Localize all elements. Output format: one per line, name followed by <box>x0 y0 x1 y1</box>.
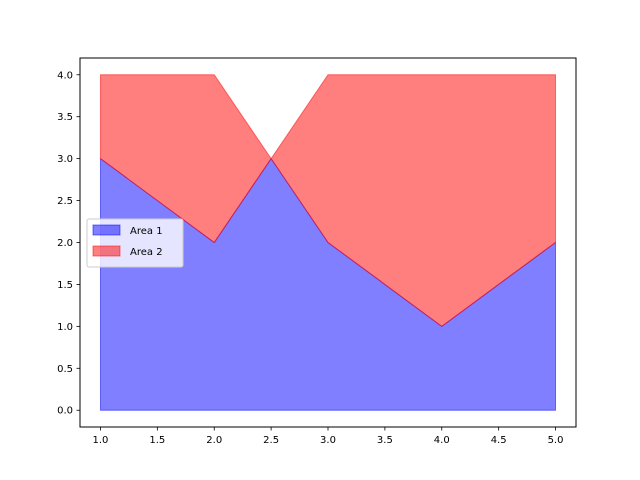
x-axis: 1.0 1.5 2.0 2.5 3.0 3.5 4.0 4.5 5.0 <box>93 427 564 446</box>
y-tick-label: 2.0 <box>57 238 73 249</box>
y-tick-label: 0.5 <box>57 364 73 375</box>
y-tick-label: 3.0 <box>57 154 73 165</box>
legend: Area 1 Area 2 <box>86 218 184 268</box>
plot-areas <box>99 74 557 411</box>
y-tick-label: 3.5 <box>57 112 73 123</box>
legend-label: Area 2 <box>130 247 163 258</box>
x-tick-label: 5.0 <box>548 435 564 446</box>
x-tick-label: 3.5 <box>377 435 393 446</box>
legend-swatch <box>92 224 121 236</box>
y-axis: 0.0 0.5 1.0 1.5 2.0 2.5 3.0 3.5 4.0 <box>57 70 80 417</box>
y-tick-label: 1.0 <box>57 322 73 333</box>
area-series-2 <box>99 74 557 327</box>
y-tick-label: 1.5 <box>57 280 73 291</box>
x-tick-label: 1.5 <box>149 435 165 446</box>
x-tick-label: 4.0 <box>434 435 450 446</box>
x-tick-label: 2.5 <box>263 435 279 446</box>
y-tick-label: 0.0 <box>57 406 73 417</box>
y-tick-label: 4.0 <box>57 70 73 81</box>
x-tick-label: 2.0 <box>206 435 222 446</box>
legend-label: Area 1 <box>130 226 163 237</box>
x-tick-label: 4.5 <box>491 435 507 446</box>
legend-swatch <box>92 245 121 257</box>
x-tick-label: 1.0 <box>93 435 109 446</box>
y-tick-label: 2.5 <box>57 196 73 207</box>
x-tick-label: 3.0 <box>320 435 336 446</box>
